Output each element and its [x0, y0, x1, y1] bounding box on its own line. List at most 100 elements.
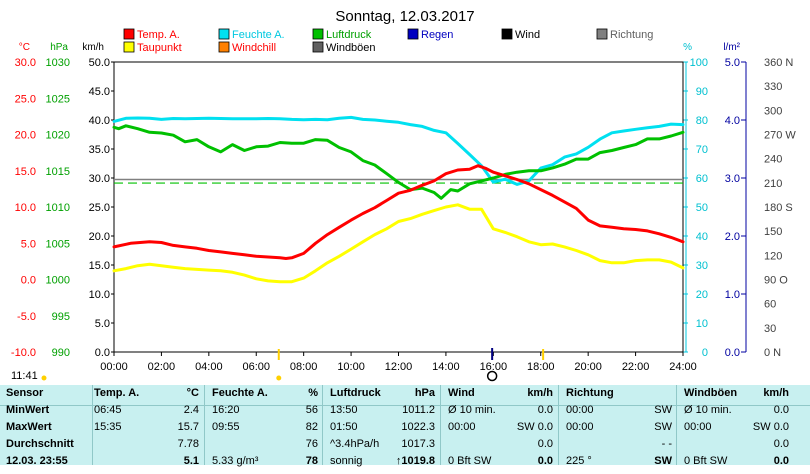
stats-separator	[0, 405, 810, 406]
rain-tick: 1.0	[725, 289, 740, 301]
humidity-tick: 100	[690, 57, 708, 69]
chart-axes: °C hPa km/h 30.0 25.0 20.0 15.0 10.0 5.0 0.0 -5.0 -…	[11, 42, 796, 373]
x-tick: 08:00	[290, 361, 318, 373]
legend-label: Wind	[515, 29, 540, 41]
rain-tick: 4.0	[725, 115, 740, 127]
stats-cell: 76	[305, 438, 318, 450]
weather-chart: Sonntag, 12.03.2017 Temp. A. Feuchte A. Luf…	[11, 8, 796, 382]
stats-header-row: Sensor Temp. A. °C Feuchte A.% Luftdruck hPa W…	[0, 387, 810, 406]
pressure-tick: 1020	[46, 130, 70, 142]
stats-cell: 0.0	[537, 404, 553, 416]
stats-cell: 01:50	[330, 421, 358, 433]
humidity-tick: 40	[696, 231, 708, 243]
x-tick: 06:00	[242, 361, 270, 373]
stats-header-cell: Sensor	[6, 387, 44, 399]
direction-tick: 300	[764, 105, 782, 117]
stats-separator	[92, 385, 93, 465]
stats-cell: 00:00	[566, 404, 594, 416]
legend-swatch	[501, 28, 513, 40]
stats-cell: SW	[654, 404, 672, 416]
stats-row-label: MaxWert	[6, 421, 52, 433]
direction-tick: 0 N	[764, 347, 781, 359]
rain-tick: 0.0	[725, 347, 740, 359]
speed-tick: 30.0	[89, 173, 110, 185]
x-tick: 14:00	[432, 361, 460, 373]
x-tick: 18:00	[527, 361, 555, 373]
series-line	[112, 203, 685, 284]
stats-cell: 7.78	[177, 438, 199, 450]
stats-row-label: 12.03. 23:55	[6, 455, 68, 467]
stats-cell: 06:45	[94, 404, 122, 416]
direction-tick: 90 O	[764, 275, 788, 287]
stats-cell: Ø 10 min.	[448, 404, 496, 416]
stats-cell: 0 Bft SW	[448, 455, 492, 467]
stats-cell: 5.33 g/m³	[212, 455, 259, 467]
stats-cell: 0.0	[773, 404, 789, 416]
speed-tick: 25.0	[89, 202, 110, 214]
humidity-axis-label: %	[683, 42, 692, 53]
stats-cell: 1011.2	[402, 404, 435, 416]
rain-tick: 2.0	[725, 231, 740, 243]
direction-tick: 360 N	[764, 57, 793, 69]
legend-label: Taupunkt	[137, 42, 182, 54]
speed-tick: 10.0	[89, 289, 110, 301]
legend-swatch	[218, 41, 230, 53]
time-readout: 11:41	[11, 370, 38, 382]
humidity-tick: 70	[696, 144, 708, 156]
stats-cell: 00:00	[448, 421, 476, 433]
legend-swatch	[312, 41, 324, 53]
humidity-tick: 20	[696, 289, 708, 301]
legend-label: Temp. A.	[137, 29, 180, 41]
stats-header-cell: km/h	[527, 387, 553, 399]
x-tick: 22:00	[622, 361, 650, 373]
stats-cell: 16:20	[212, 404, 240, 416]
humidity-tick: 30	[696, 260, 708, 272]
direction-tick: 30	[764, 323, 776, 335]
stats-cell: 0.0	[537, 455, 553, 467]
chart-legend: Sonntag, 12.03.2017 Temp. A. Feuchte A. Luf…	[123, 8, 653, 54]
stats-cell: 15:35	[94, 421, 122, 433]
temp-tick: -5.0	[17, 311, 36, 323]
legend-label: Luftdruck	[326, 29, 372, 41]
stats-cell: 15.7	[177, 421, 199, 433]
direction-tick: 120	[764, 250, 782, 262]
direction-tick: 330	[764, 81, 782, 93]
stats-header-cell: hPa	[414, 387, 435, 399]
chart-title: Sonntag, 12.03.2017	[335, 8, 474, 25]
x-tick: 02:00	[148, 361, 176, 373]
x-tick: 10:00	[337, 361, 365, 373]
rain-axis-label: l/m²	[723, 42, 740, 53]
rain-tick: 5.0	[725, 57, 740, 69]
stats-cell: SW	[654, 455, 672, 467]
humidity-tick: 0	[702, 347, 708, 359]
pressure-tick: 1030	[46, 57, 70, 69]
direction-tick: 150	[764, 226, 782, 238]
stats-cell: 1022.3	[401, 421, 435, 433]
speed-tick: 5.0	[95, 318, 110, 330]
speed-tick: 45.0	[89, 86, 110, 98]
speed-tick: 40.0	[89, 115, 110, 127]
temp-tick: 20.0	[15, 130, 36, 142]
stats-cell: SW	[654, 421, 672, 433]
legend-label: Richtung	[610, 29, 653, 41]
pressure-tick: 990	[52, 347, 70, 359]
stats-cell: 09:55	[212, 421, 240, 433]
stats-cell: 13:50	[330, 404, 358, 416]
legend-swatch	[123, 41, 135, 53]
legend-swatch	[407, 28, 419, 40]
speed-tick: 0.0	[95, 347, 110, 359]
humidity-tick: 60	[696, 173, 708, 185]
speed-tick: 15.0	[89, 260, 110, 272]
readout-dot	[41, 375, 47, 381]
pressure-tick: 1000	[46, 275, 70, 287]
series-line	[112, 164, 685, 260]
temp-tick: 10.0	[15, 202, 36, 214]
stats-separator	[440, 385, 441, 465]
stats-cell: 0.0	[773, 438, 789, 450]
humidity-tick: 90	[696, 86, 708, 98]
speed-tick: 50.0	[89, 57, 110, 69]
stats-separator	[558, 385, 559, 465]
legend-swatch	[596, 28, 608, 40]
temp-tick: 5.0	[21, 238, 36, 250]
stats-table: Sensor Temp. A. °C Feuchte A.% Luftdruck hPa W…	[0, 385, 810, 467]
